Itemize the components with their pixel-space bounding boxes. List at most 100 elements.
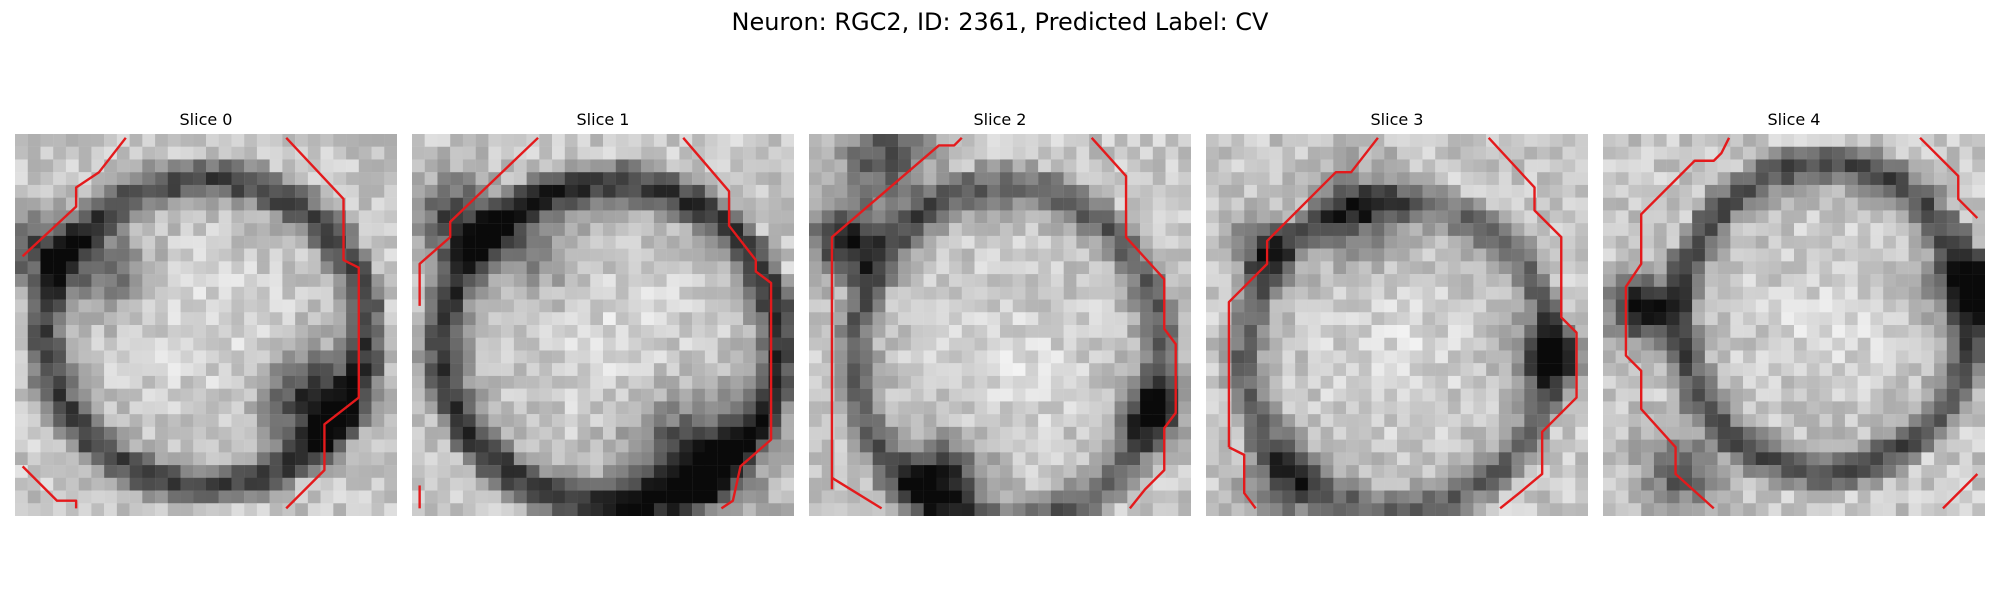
pixel-cell bbox=[1012, 184, 1026, 198]
pixel-cell bbox=[307, 146, 321, 160]
pixel-cell bbox=[1511, 261, 1525, 275]
pixel-cell bbox=[462, 134, 476, 147]
pixel-cell bbox=[1178, 363, 1191, 377]
pixel-cell bbox=[1768, 401, 1782, 415]
pixel-cell bbox=[1498, 375, 1512, 389]
pixel-cell bbox=[412, 146, 425, 160]
pixel-cell bbox=[1101, 503, 1115, 516]
pixel-cell bbox=[1063, 172, 1077, 186]
pixel-cell bbox=[1883, 426, 1897, 440]
pixel-cell bbox=[1218, 503, 1232, 516]
pixel-cell bbox=[1050, 337, 1064, 351]
pixel-cell bbox=[1832, 286, 1846, 300]
pixel-cell bbox=[1972, 197, 1985, 211]
pixel-cell bbox=[1628, 261, 1642, 275]
pixel-cell bbox=[371, 337, 385, 351]
pixel-cell bbox=[1460, 235, 1474, 249]
pixel-cell bbox=[1781, 134, 1795, 147]
pixel-cell bbox=[1615, 452, 1629, 466]
pixel-cell bbox=[1575, 286, 1588, 300]
pixel-cell bbox=[961, 172, 975, 186]
pixel-cell bbox=[1435, 261, 1449, 275]
pixel-cell bbox=[501, 439, 515, 453]
pixel-cell bbox=[949, 439, 962, 453]
pixel-cell bbox=[1140, 197, 1153, 211]
pixel-cell bbox=[450, 312, 464, 326]
pixel-cell bbox=[1717, 197, 1731, 211]
pixel-cell bbox=[577, 325, 591, 338]
pixel-cell bbox=[743, 375, 756, 389]
pixel-cell bbox=[552, 235, 565, 249]
pixel-cell bbox=[1666, 261, 1680, 275]
pixel-cell bbox=[91, 146, 105, 160]
pixel-cell bbox=[539, 286, 553, 300]
pixel-cell bbox=[65, 235, 79, 249]
pixel-cell bbox=[834, 350, 848, 364]
pixel-cell bbox=[513, 426, 527, 440]
pixel-cell bbox=[1857, 286, 1871, 300]
pixel-cell bbox=[1498, 261, 1512, 275]
pixel-cell bbox=[539, 325, 553, 338]
pixel-cell bbox=[424, 439, 438, 453]
pixel-cell bbox=[1256, 465, 1270, 478]
pixel-cell bbox=[206, 363, 219, 377]
pixel-cell bbox=[320, 490, 334, 504]
pixel-cell bbox=[704, 490, 718, 504]
pixel-cell bbox=[1603, 325, 1616, 338]
pixel-cell bbox=[384, 325, 397, 338]
pixel-cell bbox=[475, 426, 489, 440]
pixel-cell bbox=[320, 477, 334, 491]
pixel-cell bbox=[1089, 248, 1103, 262]
pixel-cell bbox=[53, 426, 67, 440]
pixel-cell bbox=[987, 312, 1001, 326]
pixel-cell bbox=[1231, 146, 1245, 160]
pixel-cell bbox=[1000, 197, 1013, 211]
pixel-cell bbox=[1218, 465, 1232, 478]
pixel-cell bbox=[269, 325, 283, 338]
pixel-cell bbox=[666, 350, 680, 364]
pixel-cell bbox=[180, 172, 194, 186]
pixel-cell bbox=[1063, 235, 1077, 249]
pixel-cell bbox=[1371, 159, 1385, 173]
pixel-cell bbox=[1295, 274, 1309, 287]
pixel-cell bbox=[65, 375, 79, 389]
pixel-cell bbox=[743, 286, 756, 300]
pixel-cell bbox=[1743, 465, 1756, 478]
pixel-cell bbox=[1895, 477, 1909, 491]
pixel-cell bbox=[987, 184, 1001, 198]
pixel-cell bbox=[1562, 325, 1576, 338]
pixel-cell bbox=[155, 134, 168, 147]
pixel-cell bbox=[1679, 503, 1693, 516]
pixel-cell bbox=[653, 452, 667, 466]
pixel-cell bbox=[1549, 197, 1563, 211]
pixel-cell bbox=[1384, 465, 1398, 478]
pixel-cell bbox=[1320, 134, 1334, 147]
pixel-cell bbox=[27, 197, 41, 211]
pixel-cell bbox=[910, 184, 924, 198]
pixel-cell bbox=[1832, 134, 1846, 147]
pixel-cell bbox=[552, 184, 565, 198]
pixel-cell bbox=[1012, 401, 1026, 415]
pixel-cell bbox=[116, 350, 130, 364]
pixel-cell bbox=[1704, 134, 1718, 147]
pixel-cell bbox=[552, 439, 565, 453]
pixel-cell bbox=[1832, 325, 1846, 338]
pixel-cell bbox=[1076, 146, 1090, 160]
pixel-cell bbox=[641, 197, 655, 211]
pixel-cell bbox=[590, 439, 604, 453]
pixel-cell bbox=[1089, 375, 1103, 389]
pixel-cell bbox=[269, 363, 283, 377]
pixel-cell bbox=[1165, 477, 1179, 491]
pixel-cell bbox=[1152, 184, 1166, 198]
pixel-cell bbox=[206, 401, 219, 415]
pixel-cell bbox=[1397, 172, 1410, 186]
pixel-cell bbox=[1524, 426, 1538, 440]
pixel-cell bbox=[1768, 159, 1782, 173]
pixel-cell bbox=[936, 134, 950, 147]
pixel-cell bbox=[564, 388, 578, 402]
pixel-cell bbox=[923, 159, 937, 173]
pixel-cell bbox=[424, 286, 438, 300]
pixel-cell bbox=[1781, 401, 1795, 415]
pixel-cell bbox=[1460, 401, 1474, 415]
pixel-cell bbox=[1562, 312, 1576, 326]
